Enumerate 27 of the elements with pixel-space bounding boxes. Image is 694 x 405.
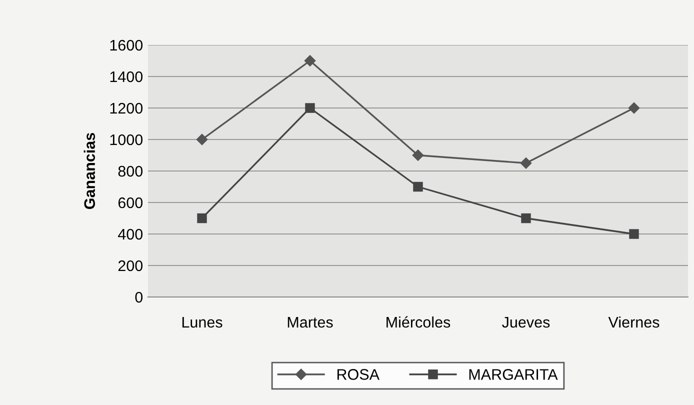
x-tick-label: Miércoles (386, 316, 450, 328)
x-tick-label: Viernes (608, 316, 660, 328)
point (521, 213, 531, 224)
point (196, 134, 208, 146)
y-tick-label: 0 (135, 292, 143, 303)
y-axis-title: Ganancias (84, 132, 96, 210)
point (197, 213, 207, 224)
point (628, 102, 640, 114)
y-tick-label: 200 (118, 260, 143, 272)
x-tick-label: Jueves (502, 317, 550, 328)
point (413, 182, 423, 192)
y-tick-label: 1600 (110, 40, 143, 51)
y-tick-label: 600 (118, 197, 143, 208)
x-tick-label: Martes (288, 317, 333, 328)
x-tick-label: Lunes (182, 317, 222, 328)
y-tick-label: 1400 (110, 71, 143, 82)
legend-label: MARGARITA (469, 369, 558, 380)
legend-label: ROSA (337, 369, 380, 380)
y-tick-label: 1200 (110, 102, 143, 114)
y-tick-label: 800 (118, 166, 143, 177)
point (304, 55, 316, 66)
point (305, 103, 315, 113)
point (520, 158, 532, 169)
y-tick-label: 1000 (110, 134, 143, 146)
point (412, 150, 424, 161)
point (629, 229, 639, 239)
y-tick-label: 400 (118, 228, 143, 240)
